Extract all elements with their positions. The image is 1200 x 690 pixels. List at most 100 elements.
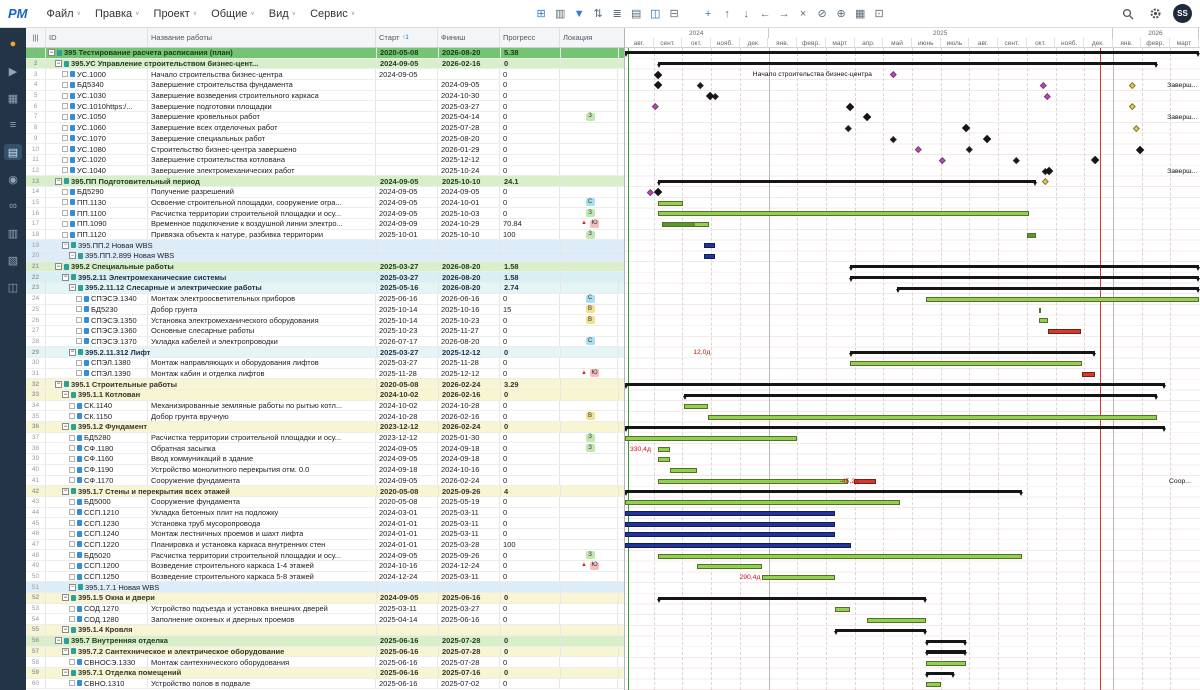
calendar-icon[interactable]: ▦ <box>7 92 19 105</box>
task-bar[interactable] <box>866 617 927 623</box>
task-bar[interactable] <box>854 478 877 484</box>
table-row[interactable]: 44 ССП.1210 Укладка бетонных плит на подло… <box>26 507 624 519</box>
row-checkbox[interactable] <box>69 498 75 505</box>
table-row[interactable]: 10 УС.1080 Строительство бизнес-центра зав… <box>26 144 624 155</box>
table-row[interactable]: 42 − 395.1.7 Стены и перекрытия всех этаже… <box>26 486 624 497</box>
task-bar[interactable] <box>1081 371 1096 377</box>
table-row[interactable]: 40 СФ.1190 Устройство монолитного перекрыт… <box>26 464 624 476</box>
table-row[interactable]: 36 − 395.1.2 Фундамент 2023-12-12 2026-02-24… <box>26 422 624 433</box>
table-row[interactable]: 14 БД5290 Получение разрешений 2024-09-05 20… <box>26 186 624 198</box>
row-checkbox[interactable] <box>69 466 75 473</box>
documents-icon[interactable]: ▥ <box>7 227 19 240</box>
task-bar[interactable] <box>625 500 900 506</box>
task-bar[interactable] <box>834 607 850 613</box>
row-checkbox[interactable] <box>62 146 68 153</box>
task-bar[interactable] <box>696 564 762 570</box>
collapse-toggle-icon[interactable]: − <box>69 252 76 260</box>
task-bar[interactable] <box>704 254 715 260</box>
task-bar[interactable] <box>625 435 797 442</box>
row-checkbox[interactable] <box>62 199 68 206</box>
row-checkbox[interactable] <box>69 455 75 462</box>
collapse-toggle-icon[interactable]: − <box>62 487 69 495</box>
filter-icon[interactable]: ▼ <box>573 7 585 20</box>
row-checkbox[interactable] <box>69 530 75 537</box>
row-checkbox[interactable] <box>76 338 82 345</box>
row-checkbox[interactable] <box>62 156 68 163</box>
collapse-toggle-icon[interactable]: − <box>62 647 69 655</box>
collapse-toggle-icon[interactable]: − <box>69 583 76 591</box>
move-down-icon[interactable]: ↓ <box>743 7 749 20</box>
table-row[interactable]: 5 УС.1030 Завершение возведения строительн… <box>26 90 624 102</box>
summary-bar[interactable] <box>657 61 1159 69</box>
table-row[interactable]: 49 ССП.1200 Возведение строительного карка… <box>26 561 624 572</box>
task-bar[interactable] <box>670 468 697 474</box>
summary-bar[interactable] <box>925 650 967 658</box>
table-row[interactable]: 15 ПП.1130 Освоение строительной площадки,… <box>26 197 624 209</box>
table-row[interactable]: 22 − 395.2.11 Электромеханические системы 2… <box>26 272 624 284</box>
row-checkbox[interactable] <box>69 445 75 452</box>
table-row[interactable]: 32 − 395.1 Строительные работы 2020-05-08 20… <box>26 379 624 390</box>
row-checkbox[interactable] <box>69 616 75 623</box>
collapse-toggle-icon[interactable]: − <box>62 423 69 431</box>
task-bar[interactable] <box>625 542 851 549</box>
outline-icon[interactable]: ≣ <box>612 8 622 20</box>
links-icon[interactable]: ∞ <box>9 200 17 212</box>
task-bar[interactable] <box>708 414 1158 420</box>
row-checkbox[interactable] <box>69 509 75 516</box>
row-checkbox[interactable] <box>69 605 75 612</box>
row-checkbox[interactable] <box>62 188 68 195</box>
table-row[interactable]: 50 ССП.1250 Возведение строительного карка… <box>26 571 624 583</box>
task-bar[interactable] <box>761 575 835 581</box>
table-row[interactable]: 55 − 395.1.4 Кровля <box>26 625 624 636</box>
milestone-marker[interactable] <box>983 134 992 144</box>
table-row[interactable]: 4 БД5340 Завершение строительства фундамен… <box>26 80 624 91</box>
summary-bar[interactable] <box>625 382 1166 390</box>
resources-icon[interactable]: ◉ <box>8 173 18 186</box>
task-bar[interactable] <box>625 510 835 516</box>
table-row[interactable]: 6 УС.1010https:/... Завершение подготовки … <box>26 101 624 113</box>
table-row[interactable]: 18 ПП.1120 Привязка объекта к натуре, разб… <box>26 229 624 241</box>
column-header-name[interactable]: Название работы <box>148 28 376 47</box>
add-task-icon[interactable]: + <box>704 7 712 20</box>
column-header-location[interactable]: Локация <box>563 33 593 42</box>
menu-view[interactable]: Вид ∨ <box>268 7 297 20</box>
menu-service[interactable]: Сервис ∨ <box>310 7 356 20</box>
row-checkbox[interactable] <box>62 220 68 227</box>
row-checkbox[interactable] <box>69 413 75 420</box>
menu-file[interactable]: Файл ∨ <box>46 7 81 20</box>
view-columns-icon[interactable]: ▥ <box>554 8 566 20</box>
summary-bar[interactable] <box>682 393 1159 401</box>
collapse-toggle-icon[interactable]: − <box>69 284 76 292</box>
view-table-icon[interactable]: ⊞ <box>536 8 546 20</box>
milestone-marker[interactable] <box>845 102 855 112</box>
reports-icon[interactable]: ▧ <box>7 254 19 267</box>
row-checkbox[interactable] <box>76 295 82 302</box>
row-checkbox[interactable] <box>69 402 75 409</box>
table-row[interactable]: 1− 395 Тестирование расчета расписания (п… <box>26 48 624 59</box>
table-row[interactable]: 23 − 395.2.11.12 Слесарные и электрические… <box>26 283 624 294</box>
settings-gear-icon[interactable] <box>1146 5 1164 23</box>
baseline-icon[interactable]: ◫ <box>649 8 661 20</box>
table-row[interactable]: 53 СОД.1270 Устройство подъезда и установк… <box>26 603 624 615</box>
row-checkbox[interactable] <box>62 71 68 78</box>
row-checkbox[interactable] <box>62 92 68 99</box>
table-row[interactable]: 46 ССП.1240 Монтаж лестничных проемов и ша… <box>26 528 624 540</box>
table-row[interactable]: 47 ССП.1220 Планировка и установка каркаса… <box>26 539 624 551</box>
table-row[interactable]: 2 − 395.УС Управление строительством бизне… <box>26 58 624 70</box>
table-row[interactable]: 34 СК.1140 Механизированные земляные работ… <box>26 400 624 412</box>
milestone-marker[interactable] <box>1090 155 1100 165</box>
table-row[interactable]: 27 СПЭСЭ.1360 Основные слесарные работы 202… <box>26 325 624 337</box>
table-row[interactable]: 16 ПП.1100 Расчистка территории строительн… <box>26 208 624 219</box>
menu-common[interactable]: Общие ∨ <box>211 7 255 20</box>
collapse-toggle-icon[interactable]: − <box>62 626 69 634</box>
collapse-toggle-icon[interactable]: − <box>62 594 69 602</box>
table-row[interactable]: 12 УС.1040 Завершение электромеханических … <box>26 165 624 177</box>
row-checkbox[interactable] <box>76 327 82 334</box>
row-checkbox[interactable] <box>69 477 75 484</box>
row-checkbox[interactable] <box>69 520 75 527</box>
task-bar[interactable] <box>1027 232 1036 238</box>
summary-bar[interactable] <box>625 51 1200 58</box>
task-bar[interactable] <box>658 553 1023 559</box>
collapse-toggle-icon[interactable]: − <box>55 380 62 388</box>
table-row[interactable]: 3 УС.1000 Начало строительства бизнес-цент… <box>26 69 624 81</box>
